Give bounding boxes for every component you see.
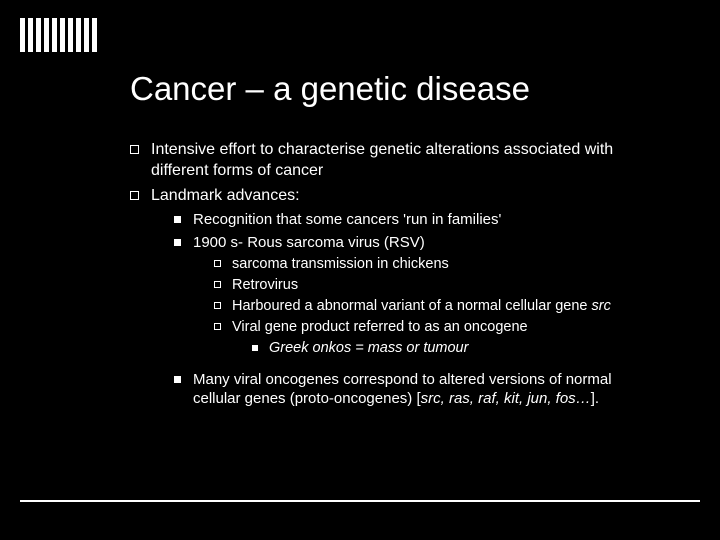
bullet-l2: 1900 s- Rous sarcoma virus (RSV) xyxy=(174,233,660,253)
bullet-text: Many viral oncogenes correspond to alter… xyxy=(193,370,660,409)
solid-square-icon xyxy=(174,239,181,246)
bullet-text: Landmark advances: xyxy=(151,186,300,207)
hollow-square-icon xyxy=(214,260,221,267)
solid-square-icon xyxy=(252,345,258,351)
bullet-l4: Greek onkos = mass or tumour xyxy=(252,339,660,358)
hollow-square-icon xyxy=(214,302,221,309)
bullet-text: Greek onkos = mass or tumour xyxy=(269,339,468,358)
bullet-text: Retrovirus xyxy=(232,276,298,295)
bullet-l1: Landmark advances: xyxy=(130,186,660,207)
bullet-l3: Viral gene product referred to as an onc… xyxy=(214,318,660,337)
hollow-square-icon xyxy=(130,145,139,154)
bullet-text: Recognition that some cancers 'run in fa… xyxy=(193,210,501,230)
corner-decoration xyxy=(20,18,97,52)
bullet-l2: Recognition that some cancers 'run in fa… xyxy=(174,210,660,230)
hollow-square-icon xyxy=(214,281,221,288)
bullet-l3: Harboured a abnormal variant of a normal… xyxy=(214,297,660,316)
bullet-text: sarcoma transmission in chickens xyxy=(232,255,449,274)
hollow-square-icon xyxy=(130,191,139,200)
bullet-l3: Retrovirus xyxy=(214,276,660,295)
slide-body: Intensive effort to characterise genetic… xyxy=(130,140,660,412)
footer-divider xyxy=(20,500,700,502)
solid-square-icon xyxy=(174,216,181,223)
bullet-text: 1900 s- Rous sarcoma virus (RSV) xyxy=(193,233,425,253)
bullet-l2: Many viral oncogenes correspond to alter… xyxy=(174,370,660,409)
bullet-l1: Intensive effort to characterise genetic… xyxy=(130,140,660,182)
solid-square-icon xyxy=(174,376,181,383)
hollow-square-icon xyxy=(214,323,221,330)
bullet-text: Harboured a abnormal variant of a normal… xyxy=(232,297,611,316)
bullet-text: Viral gene product referred to as an onc… xyxy=(232,318,528,337)
bullet-text: Intensive effort to characterise genetic… xyxy=(151,140,660,182)
bullet-l3: sarcoma transmission in chickens xyxy=(214,255,660,274)
slide-title: Cancer – a genetic disease xyxy=(130,70,530,108)
